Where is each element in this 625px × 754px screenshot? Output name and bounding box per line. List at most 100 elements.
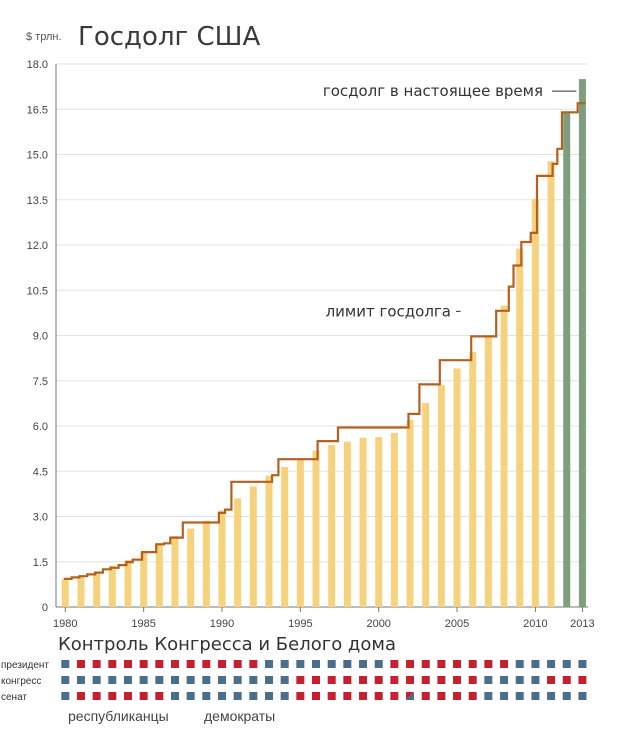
debt-bar [140,552,148,607]
control-cell [343,692,352,700]
debt-bar [155,543,163,607]
debt-bar [500,305,508,607]
y-tick-label: 3.0 [33,512,48,524]
control-cell [453,660,462,668]
debt-bar [77,576,85,607]
control-cell [406,660,415,668]
control-cell [265,676,274,684]
row-label: президент [1,660,49,671]
control-cell [406,676,415,684]
debt-bar [375,437,383,607]
control-cell [218,692,226,700]
debt-chart: 0 1.5 3.0 4.5 6.0 7.5 9.0 10.5 12.0 13.5 15.0 16.5 1… [27,59,595,630]
control-cell [562,692,571,700]
y-tick-label: 16.5 [27,104,48,116]
control-cell [578,660,587,668]
control-cell [562,660,571,668]
control-cell [453,692,462,700]
control-cell [249,676,258,684]
control-cell [233,660,242,668]
control-cell [155,676,164,684]
debt-bar [93,572,101,607]
control-cell [312,660,321,668]
control-cell [327,692,336,700]
annotation-current-debt: госдолг в настоящее время [323,82,543,100]
y-tick-label: 9.0 [33,331,48,343]
control-cell [92,676,101,684]
control-section-title: Контроль Конгресса и Белого дома [58,634,397,655]
debt-bar [343,441,351,607]
control-cell [76,660,85,668]
y-tick-label: 1.5 [33,557,48,569]
debt-bar [390,432,398,607]
control-cell [578,692,587,700]
control-cell [139,660,148,668]
control-cell [108,692,117,700]
control-cell [249,692,258,700]
control-cell [170,676,179,684]
control-cell [186,676,195,684]
x-tick-label: 1985 [131,618,155,630]
debt-bar [61,579,69,607]
debt-bar [422,403,430,607]
control-cell [343,676,352,684]
control-cell [359,676,368,684]
control-cell [296,692,305,700]
y-tick-label: 0 [42,602,48,614]
y-tick-label: 12.0 [27,240,48,252]
control-cell [108,660,117,668]
control-cell [92,692,101,700]
debt-bar [406,419,414,607]
debt-bar [484,337,492,607]
debt-bar [453,368,461,607]
debt-bar [296,458,304,607]
debt-bar [171,536,179,607]
control-cell [265,692,274,700]
control-cell [233,676,242,684]
y-tick-label: 13.5 [27,195,48,207]
control-cell [547,660,556,668]
debt-bar [234,498,242,607]
control-cell [170,692,179,700]
control-cell [359,660,368,668]
control-cell [280,692,289,700]
control-cell [500,660,509,668]
control-cell [312,692,321,700]
control-cell [296,660,305,668]
control-cell [374,676,383,684]
control-cell [515,660,524,668]
control-cell [437,676,446,684]
control-cell [390,676,399,684]
control-cell [484,692,493,700]
chart-title: Госдолг США [78,22,261,52]
control-cell [531,660,540,668]
debt-bar [469,352,477,607]
row-label: конгресс [1,676,41,687]
control-cell [437,692,446,700]
control-cell [123,660,132,668]
debt-bar [124,559,132,607]
x-tick-label: 1995 [288,618,312,630]
control-cell [437,660,446,668]
x-tick-label: 2010 [523,618,547,630]
control-cell [468,676,477,684]
row-label: сенат [1,692,27,703]
x-tick-label: 1990 [210,618,234,630]
control-cell [531,676,540,684]
y-tick-label: 7.5 [33,376,48,388]
debt-bar [249,486,257,607]
x-tick-label: 2005 [445,618,469,630]
control-cell [76,692,85,700]
control-cell [108,676,117,684]
control-cell [139,692,148,700]
y-tick-label: 10.5 [27,285,48,297]
y-unit-label: $ трлн. [26,31,62,43]
control-cell [92,660,101,668]
debt-bar [108,565,116,607]
control-cell [468,692,477,700]
y-tick-label: 6.0 [33,421,48,433]
control-cell-split-d [406,692,415,700]
control-cell [186,692,195,700]
debt-bar [218,510,226,607]
